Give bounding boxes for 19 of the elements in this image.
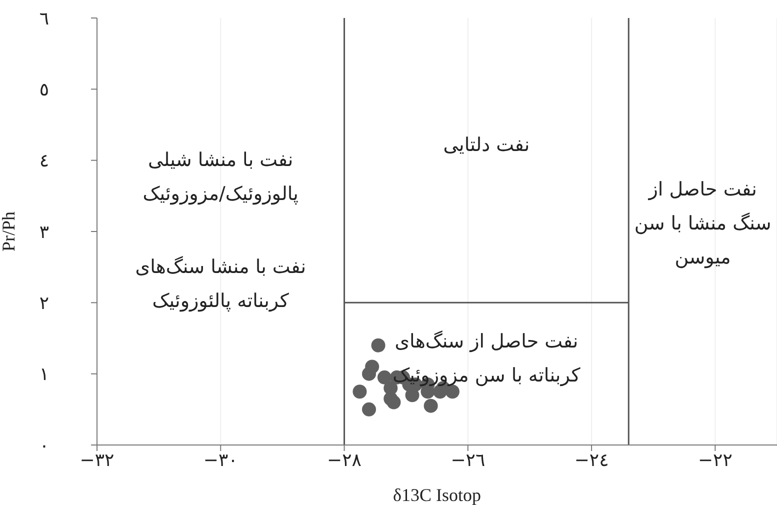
x-tick-label: −٣٢ xyxy=(80,450,114,471)
y-tick-label: ٢ xyxy=(39,293,49,314)
y-tick-label: ٣ xyxy=(39,222,50,243)
x-tick-label: −٢٤ xyxy=(574,450,609,471)
y-tick-label: ٤ xyxy=(39,150,49,172)
y-tick-label: ١ xyxy=(39,364,49,386)
x-tick-label: −٢٨ xyxy=(327,450,362,471)
y-tick-label: ٥ xyxy=(39,80,49,101)
x-axis-title: δ13C Isotop xyxy=(393,485,481,505)
x-tick-label: −٢٦ xyxy=(450,450,486,471)
annotation: نفت با منشا سنگ‌های کربناته پالئوزوئیک xyxy=(135,255,306,312)
x-tick-label: −٣٠ xyxy=(203,450,238,471)
annotation: نفت حاصل از سنگ منشا با سن میوسن xyxy=(634,178,772,269)
y-tick-label: ٠ xyxy=(39,435,49,456)
y-tick-label: ٦ xyxy=(39,8,49,30)
y-axis-title: Pr/Ph xyxy=(0,211,18,252)
annotation: نفت با منشا شیلی پالوزوئیک/مزوزوئیک xyxy=(142,149,298,206)
x-tick-label: −٢٢ xyxy=(698,450,732,471)
annotation: نفت دلتایی xyxy=(443,134,530,156)
